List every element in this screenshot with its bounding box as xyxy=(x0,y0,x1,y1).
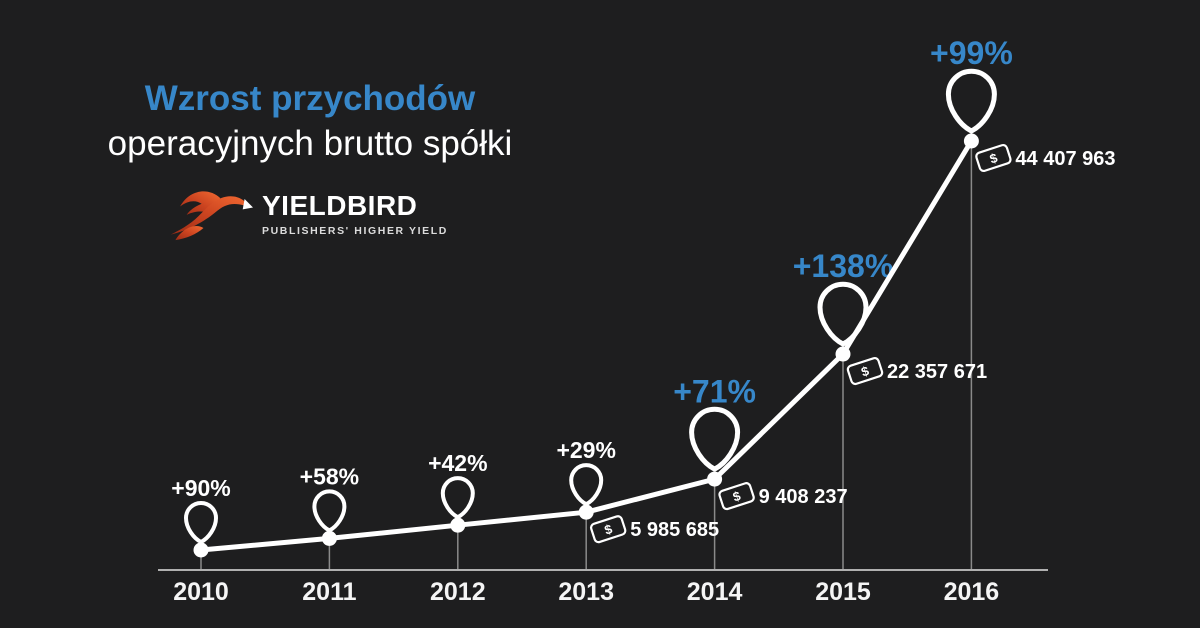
logo-text: YIELDBIRD PUBLISHERS' HIGHER YIELD xyxy=(262,190,448,237)
growth-label-2016: +99% xyxy=(930,35,1013,71)
bird-icon xyxy=(170,191,253,241)
data-point-2014 xyxy=(707,471,723,487)
year-label-2011: 2011 xyxy=(302,578,356,606)
growth-label-2010: +90% xyxy=(171,475,230,501)
title-line-2: operacyjnych brutto spółki xyxy=(107,124,513,164)
bird-beak xyxy=(242,199,253,210)
banknote-icon-2015: $ xyxy=(846,356,884,386)
year-label-2015: 2015 xyxy=(815,578,871,606)
banknote-icon-2013: $ xyxy=(589,515,627,544)
banknote-icon-2014: $ xyxy=(718,482,755,511)
data-point-2012 xyxy=(450,517,466,533)
data-point-2015 xyxy=(835,346,851,362)
pin-marker-icon-2012 xyxy=(440,476,475,520)
pin-marker-icon-2015 xyxy=(817,281,869,347)
growth-label-2015: +138% xyxy=(793,248,894,284)
growth-label-2011: +58% xyxy=(300,463,359,489)
value-label-2014: 9 408 237 xyxy=(759,486,848,508)
growth-label-2014: +71% xyxy=(673,373,756,409)
title-line-1: Wzrost przychodów xyxy=(144,79,476,118)
year-label-2013: 2013 xyxy=(558,578,614,606)
yieldbird-logo: YIELDBIRD PUBLISHERS' HIGHER YIELD xyxy=(167,185,448,243)
year-label-2016: 2016 xyxy=(944,578,1000,606)
data-point-2010 xyxy=(193,542,209,558)
growth-label-2013: +29% xyxy=(556,437,615,463)
value-label-2013: 5 985 685 xyxy=(630,519,719,541)
pin-marker-icon-2011 xyxy=(312,489,347,533)
year-label-2012: 2012 xyxy=(430,578,486,606)
growth-label-2012: +42% xyxy=(428,450,487,476)
data-point-2016 xyxy=(963,133,979,149)
pin-marker-icon-2013 xyxy=(569,463,604,507)
pin-marker-icon-2014 xyxy=(689,406,741,472)
data-point-2011 xyxy=(321,530,337,546)
year-label-2010: 2010 xyxy=(173,578,229,606)
logo-tagline: PUBLISHERS' HIGHER YIELD xyxy=(262,224,448,237)
pin-marker-icon-2010 xyxy=(184,501,218,545)
banknote-icon-2016: $ xyxy=(975,143,1012,173)
value-label-2016: 44 407 963 xyxy=(1015,148,1115,170)
data-point-2013 xyxy=(578,504,594,520)
pin-marker-icon-2016 xyxy=(945,68,997,134)
value-label-2015: 22 357 671 xyxy=(887,361,987,383)
chart-title: Wzrost przychodów operacyjnych brutto sp… xyxy=(80,79,540,165)
logo-wordmark: YIELDBIRD xyxy=(262,190,418,222)
year-label-2014: 2014 xyxy=(687,578,743,606)
